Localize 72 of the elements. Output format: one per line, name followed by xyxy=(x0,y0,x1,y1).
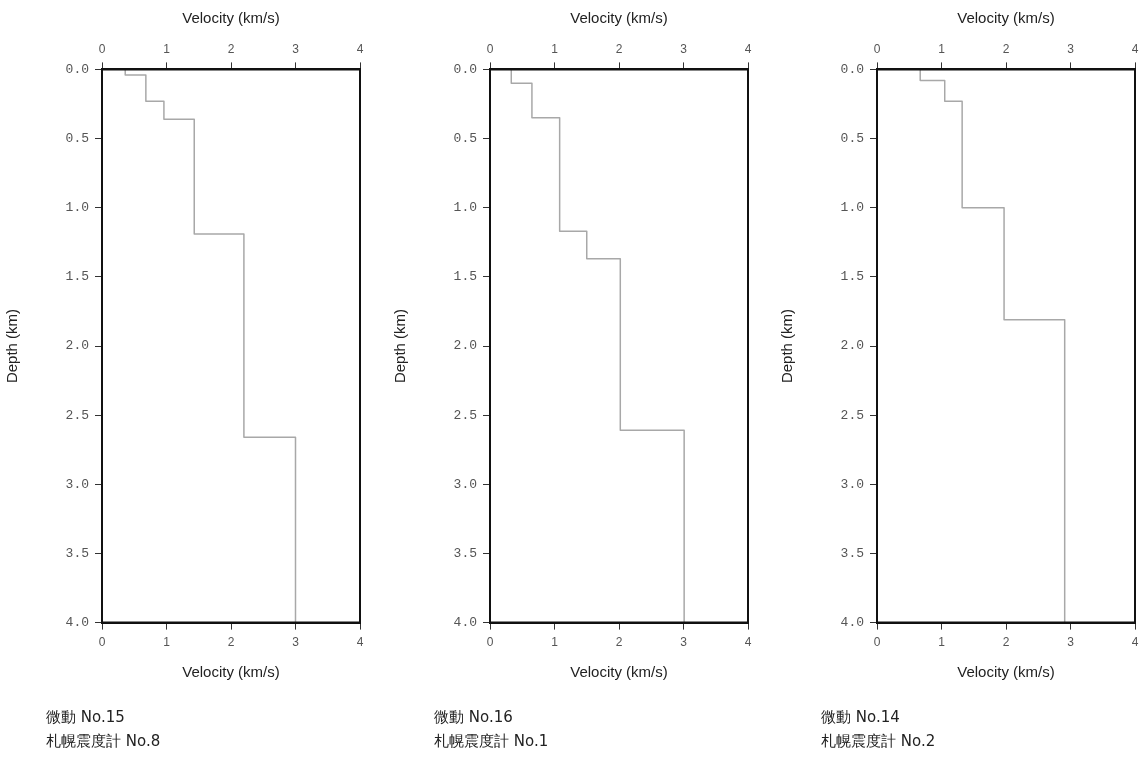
x2-tick-label: 2 xyxy=(227,41,235,56)
y-tick-label: 3.5 xyxy=(453,545,477,561)
y-tick-label: 1.0 xyxy=(65,200,89,216)
y-tick-label: 1.0 xyxy=(840,200,864,216)
x-tick-label: 0 xyxy=(486,635,494,650)
x-tick-label: 0 xyxy=(98,635,106,650)
y-tick-label: 2.5 xyxy=(840,407,864,423)
y-tick-label: 3.0 xyxy=(840,476,864,492)
x2-tick-label: 0 xyxy=(98,41,106,56)
x2-tick-label: 3 xyxy=(1067,41,1075,56)
x-tick-label: 3 xyxy=(292,635,300,650)
x2-tick-label: 4 xyxy=(356,41,364,56)
x-tick-label: 2 xyxy=(227,635,235,650)
y-tick-label: 3.0 xyxy=(65,476,89,492)
text: 札幌震度計 No.1 xyxy=(434,731,549,752)
x2-tick-label: 1 xyxy=(163,41,171,56)
x-axis-title: Velocity (km/s) xyxy=(570,663,668,681)
x-tick-label: 4 xyxy=(356,635,364,650)
y-tick-label: 0.0 xyxy=(453,61,477,77)
y-tick-label: 1.5 xyxy=(453,269,477,285)
x2-tick-label: 3 xyxy=(680,41,688,56)
y-axis-title: Depth (km) xyxy=(778,308,796,384)
y-tick-label: 2.5 xyxy=(65,407,89,423)
x-tick-label: 3 xyxy=(1067,635,1075,650)
x2-axis-title: Velocity (km/s) xyxy=(957,9,1055,27)
text: 札幌震度計 No.8 xyxy=(46,731,161,752)
y-tick-label: 4.0 xyxy=(65,615,89,631)
x2-tick-label: 3 xyxy=(292,41,300,56)
y-tick-label: 0.5 xyxy=(840,130,864,146)
x-tick-label: 3 xyxy=(680,635,688,650)
x2-tick-label: 4 xyxy=(1131,41,1139,56)
y-tick-label: 3.5 xyxy=(840,545,864,561)
x2-tick-label: 2 xyxy=(615,41,623,56)
x-tick-label: 4 xyxy=(1131,635,1139,650)
x2-tick-label: 0 xyxy=(486,41,494,56)
y-tick-label: 2.0 xyxy=(840,338,864,354)
x-tick-label: 2 xyxy=(615,635,623,650)
y-tick-label: 2.0 xyxy=(65,338,89,354)
x-tick-label: 1 xyxy=(163,635,171,650)
x2-tick-label: 1 xyxy=(938,41,946,56)
y-tick-label: 1.0 xyxy=(453,200,477,216)
y-tick-label: 4.0 xyxy=(840,615,864,631)
y-tick-label: 0.5 xyxy=(65,130,89,146)
x-axis-title: Velocity (km/s) xyxy=(182,663,280,681)
y-tick-label: 3.5 xyxy=(65,545,89,561)
y-tick-label: 2.5 xyxy=(453,407,477,423)
y-tick-label: 4.0 xyxy=(453,615,477,631)
x2-axis-title: Velocity (km/s) xyxy=(570,9,668,27)
y-tick-label: 1.5 xyxy=(840,269,864,285)
x2-axis-title: Velocity (km/s) xyxy=(182,9,280,27)
x2-tick-label: 1 xyxy=(551,41,559,56)
y-tick-label: 0.5 xyxy=(453,130,477,146)
x-tick-label: 2 xyxy=(1002,635,1010,650)
y-tick-label: 2.0 xyxy=(453,338,477,354)
y-tick-label: 1.5 xyxy=(65,269,89,285)
text: 微動 No.15 xyxy=(46,707,125,728)
x-tick-label: 1 xyxy=(551,635,559,650)
text: 微動 No.16 xyxy=(434,707,513,728)
text: 微動 No.14 xyxy=(821,707,900,728)
x2-tick-label: 2 xyxy=(1002,41,1010,56)
x2-tick-label: 0 xyxy=(873,41,881,56)
y-tick-label: 3.0 xyxy=(453,476,477,492)
x-axis-title: Velocity (km/s) xyxy=(957,663,1055,681)
x-tick-label: 4 xyxy=(744,635,752,650)
y-axis-title: Depth (km) xyxy=(391,308,409,384)
x-tick-label: 0 xyxy=(873,635,881,650)
y-axis-title: Depth (km) xyxy=(3,308,21,384)
text: 札幌震度計 No.2 xyxy=(821,731,936,752)
x-tick-label: 1 xyxy=(938,635,946,650)
x2-tick-label: 4 xyxy=(744,41,752,56)
y-tick-label: 0.0 xyxy=(840,61,864,77)
y-tick-label: 0.0 xyxy=(65,61,89,77)
